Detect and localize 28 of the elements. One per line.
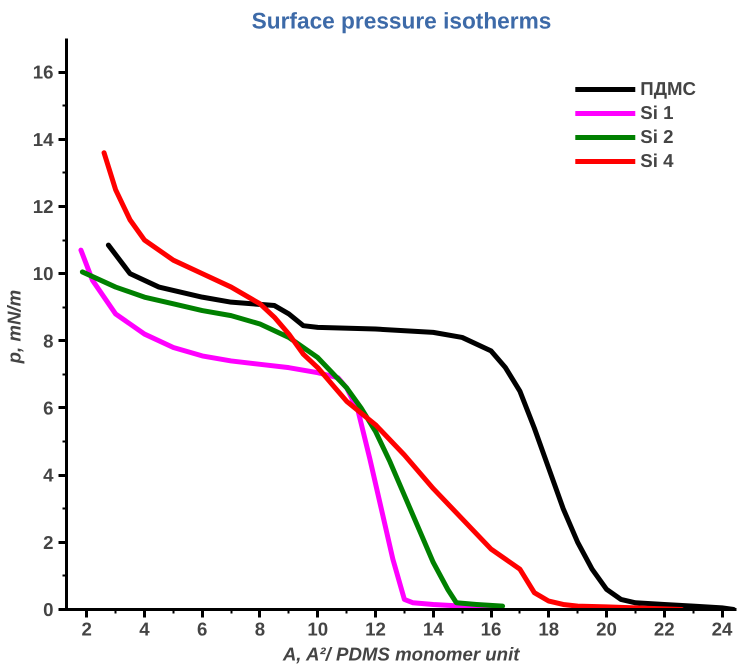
chart-title: Surface pressure isotherms xyxy=(252,8,552,34)
x-tick-label: 24 xyxy=(712,618,734,640)
y-tick-label: 0 xyxy=(43,599,54,620)
y-axis-title: p, mN/m xyxy=(4,290,25,364)
legend-label: Si 4 xyxy=(640,150,674,172)
x-tick-label: 16 xyxy=(480,618,502,640)
x-tick-label: 12 xyxy=(365,618,386,640)
y-tick-label: 2 xyxy=(43,532,54,553)
x-tick-label: 8 xyxy=(254,618,266,640)
legend-label: Si 2 xyxy=(640,126,674,148)
y-tick-label: 10 xyxy=(32,263,54,284)
y-tick-label: 14 xyxy=(32,128,54,150)
legend-label: Si 1 xyxy=(640,102,674,124)
x-tick-label: 10 xyxy=(307,618,328,640)
legend-label: ПДМС xyxy=(640,78,696,100)
x-tick-label: 22 xyxy=(654,618,675,640)
y-tick-label: 12 xyxy=(32,196,54,217)
x-tick-label: 4 xyxy=(139,618,150,640)
x-tick-label: 6 xyxy=(197,618,208,640)
y-tick-label: 8 xyxy=(43,330,54,352)
y-tick-label: 4 xyxy=(43,464,54,486)
x-tick-label: 14 xyxy=(422,618,444,640)
x-tick-label: 2 xyxy=(82,618,92,640)
x-axis-title: A, A²/ PDMS monomer unit xyxy=(282,644,520,664)
x-tick-label: 18 xyxy=(538,618,560,640)
y-tick-label: 6 xyxy=(43,397,54,418)
x-tick-label: 20 xyxy=(596,618,617,640)
y-tick-label: 16 xyxy=(32,62,54,83)
